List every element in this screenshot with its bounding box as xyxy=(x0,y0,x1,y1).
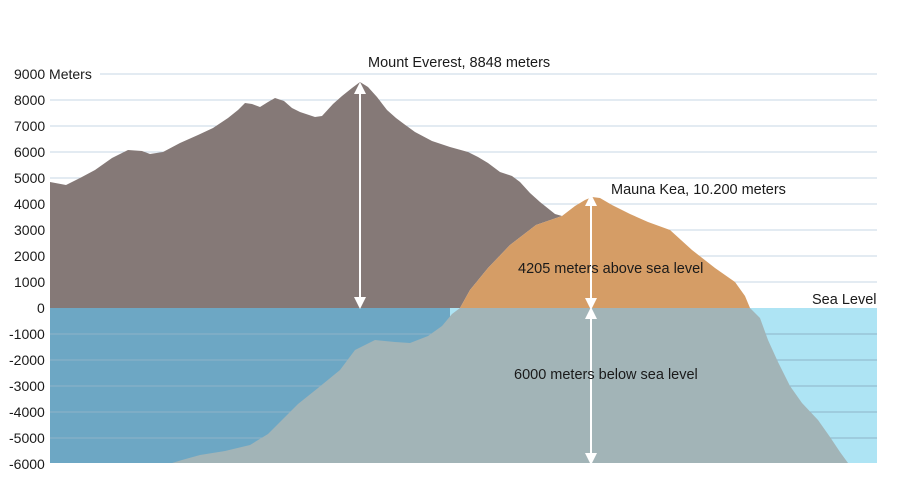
y-tick-7000: 7000 xyxy=(14,118,45,134)
y-axis: 9000 Meters 8000 7000 6000 5000 4000 300… xyxy=(9,66,92,472)
y-tick-9000: 9000 Meters xyxy=(14,66,92,82)
mount-everest-shape xyxy=(50,82,562,308)
below-sea-level-label: 6000 meters below sea level xyxy=(514,367,698,383)
everest-label: Mount Everest, 8848 meters xyxy=(368,55,550,71)
y-tick-2000: 2000 xyxy=(14,248,45,264)
sea-level-label: Sea Level xyxy=(812,292,877,308)
y-tick-1000: 1000 xyxy=(14,274,45,290)
y-tick-minus-3000: -3000 xyxy=(9,378,45,394)
y-tick-minus-5000: -5000 xyxy=(9,430,45,446)
y-tick-5000: 5000 xyxy=(14,170,45,186)
y-tick-0: 0 xyxy=(37,300,45,316)
above-sea-level-label: 4205 meters above sea level xyxy=(518,261,703,277)
y-tick-minus-6000: -6000 xyxy=(9,456,45,472)
y-tick-minus-2000: -2000 xyxy=(9,352,45,368)
y-tick-8000: 8000 xyxy=(14,92,45,108)
y-tick-minus-1000: -1000 xyxy=(9,326,45,342)
y-tick-6000: 6000 xyxy=(14,144,45,160)
mauna-kea-label: Mauna Kea, 10.200 meters xyxy=(611,182,786,198)
mauna-kea-below-shape xyxy=(172,308,848,463)
mauna-kea-above-shape xyxy=(460,197,750,308)
y-tick-3000: 3000 xyxy=(14,222,45,238)
y-tick-minus-4000: -4000 xyxy=(9,404,45,420)
y-tick-4000: 4000 xyxy=(14,196,45,212)
